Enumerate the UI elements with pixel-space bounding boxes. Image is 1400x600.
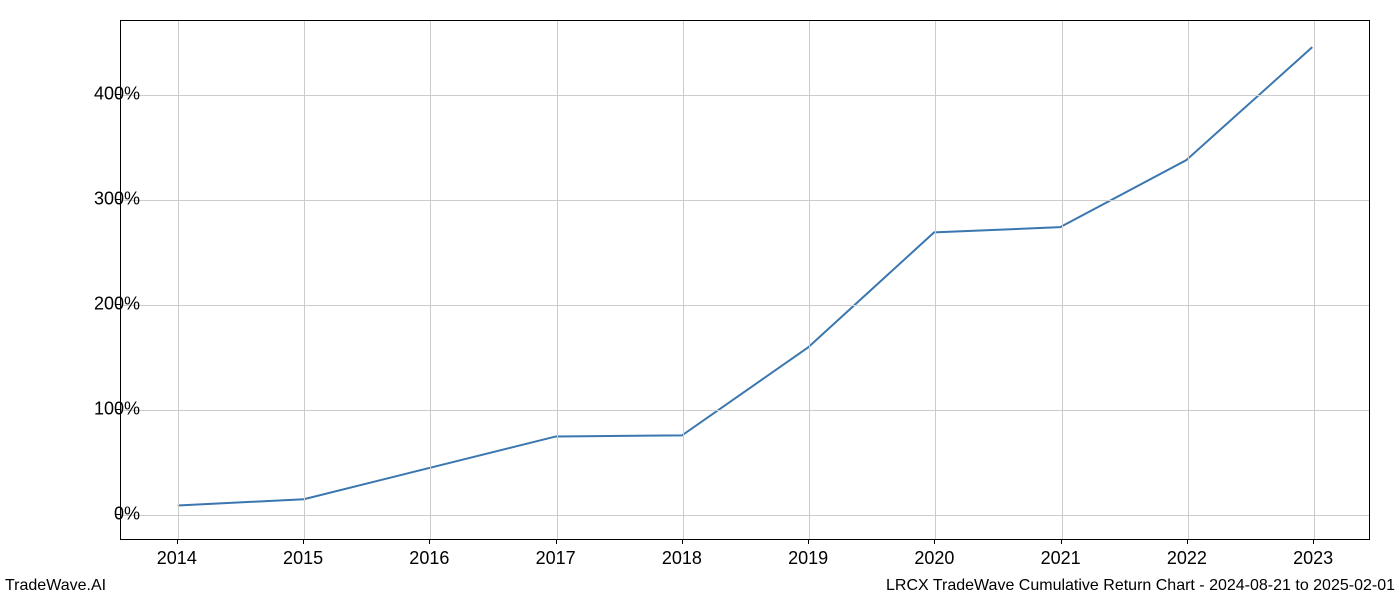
grid-line-v — [1062, 21, 1063, 539]
grid-line-v — [1188, 21, 1189, 539]
y-tick-mark — [116, 304, 120, 305]
grid-line-v — [178, 21, 179, 539]
x-tick-label: 2022 — [1167, 548, 1207, 569]
y-tick-mark — [116, 409, 120, 410]
grid-line-h — [121, 200, 1369, 201]
x-tick-mark — [934, 540, 935, 544]
x-tick-label: 2020 — [914, 548, 954, 569]
x-tick-label: 2023 — [1293, 548, 1333, 569]
x-tick-mark — [1313, 540, 1314, 544]
chart-container — [120, 20, 1370, 540]
line-series — [121, 21, 1369, 539]
x-tick-mark — [556, 540, 557, 544]
x-tick-label: 2015 — [283, 548, 323, 569]
x-tick-mark — [177, 540, 178, 544]
grid-line-v — [430, 21, 431, 539]
grid-line-h — [121, 410, 1369, 411]
x-tick-label: 2016 — [409, 548, 449, 569]
y-tick-mark — [116, 94, 120, 95]
grid-line-h — [121, 305, 1369, 306]
y-tick-mark — [116, 514, 120, 515]
y-tick-label: 300% — [80, 188, 140, 209]
grid-line-h — [121, 515, 1369, 516]
x-tick-mark — [1187, 540, 1188, 544]
footer-left: TradeWave.AI — [5, 577, 106, 595]
grid-line-v — [304, 21, 305, 539]
x-tick-label: 2021 — [1041, 548, 1081, 569]
x-tick-label: 2018 — [662, 548, 702, 569]
plot-area — [120, 20, 1370, 540]
footer-right: LRCX TradeWave Cumulative Return Chart -… — [886, 577, 1395, 595]
x-tick-label: 2019 — [788, 548, 828, 569]
grid-line-v — [809, 21, 810, 539]
x-tick-mark — [682, 540, 683, 544]
x-tick-mark — [1061, 540, 1062, 544]
x-tick-mark — [303, 540, 304, 544]
y-tick-label: 400% — [80, 83, 140, 104]
grid-line-v — [935, 21, 936, 539]
y-tick-mark — [116, 199, 120, 200]
grid-line-v — [1314, 21, 1315, 539]
grid-line-v — [683, 21, 684, 539]
x-tick-label: 2014 — [157, 548, 197, 569]
y-tick-label: 100% — [80, 398, 140, 419]
grid-line-v — [557, 21, 558, 539]
x-tick-mark — [808, 540, 809, 544]
y-tick-label: 0% — [80, 503, 140, 524]
x-tick-label: 2017 — [536, 548, 576, 569]
grid-line-h — [121, 95, 1369, 96]
line-path — [178, 47, 1313, 505]
x-tick-mark — [429, 540, 430, 544]
y-tick-label: 200% — [80, 293, 140, 314]
